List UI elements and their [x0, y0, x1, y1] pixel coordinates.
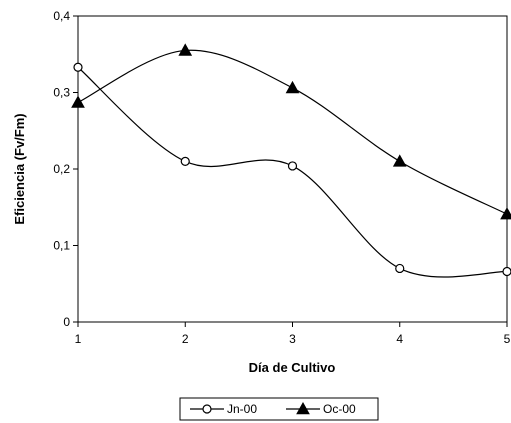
series-line-oc-00 [77, 49, 508, 215]
data-point-oc-00 [392, 154, 407, 167]
series-layer [71, 43, 511, 278]
data-point-oc-00 [500, 207, 511, 220]
y-tick-label: 0 [63, 315, 70, 329]
y-tick-label: 0,3 [53, 86, 70, 100]
x-tick-label: 1 [75, 332, 82, 346]
series-oc-00 [71, 43, 511, 220]
y-tick-label: 0,1 [53, 239, 70, 253]
x-axis-title: Día de Cultivo [249, 360, 336, 375]
y-axis: 0 0,1 0,2 0,3 0,4 [53, 9, 78, 329]
legend-box [179, 397, 379, 421]
x-tick-label: 4 [396, 332, 403, 346]
y-axis-title: Eficiencia (Fv/Fm) [12, 113, 27, 224]
data-point-oc-00 [285, 80, 300, 94]
x-tick-label: 2 [182, 332, 189, 346]
legend-label-oc-00: Oc-00 [323, 402, 356, 416]
x-axis: 1 2 3 4 5 [75, 322, 511, 346]
data-point-jn-00 [502, 266, 511, 277]
legend-label-jn-00: Jn-00 [227, 402, 257, 416]
y-tick-label: 0,4 [53, 9, 70, 23]
data-point-oc-00 [71, 95, 85, 108]
data-point-jn-00 [180, 156, 190, 166]
legend-marker-jn-00 [202, 404, 212, 414]
y-tick-label: 0,2 [53, 162, 70, 176]
legend-marker-oc-00 [296, 401, 310, 415]
data-point-jn-00 [395, 263, 405, 274]
legend: Jn-00 Oc-00 [179, 397, 379, 421]
x-tick-label: 5 [504, 332, 511, 346]
data-point-jn-00 [73, 62, 83, 72]
data-point-oc-00 [178, 43, 193, 56]
series-jn-00 [73, 62, 511, 278]
x-tick-label: 3 [289, 332, 296, 346]
series-line-jn-00 [77, 66, 508, 278]
data-point-jn-00 [287, 161, 298, 171]
